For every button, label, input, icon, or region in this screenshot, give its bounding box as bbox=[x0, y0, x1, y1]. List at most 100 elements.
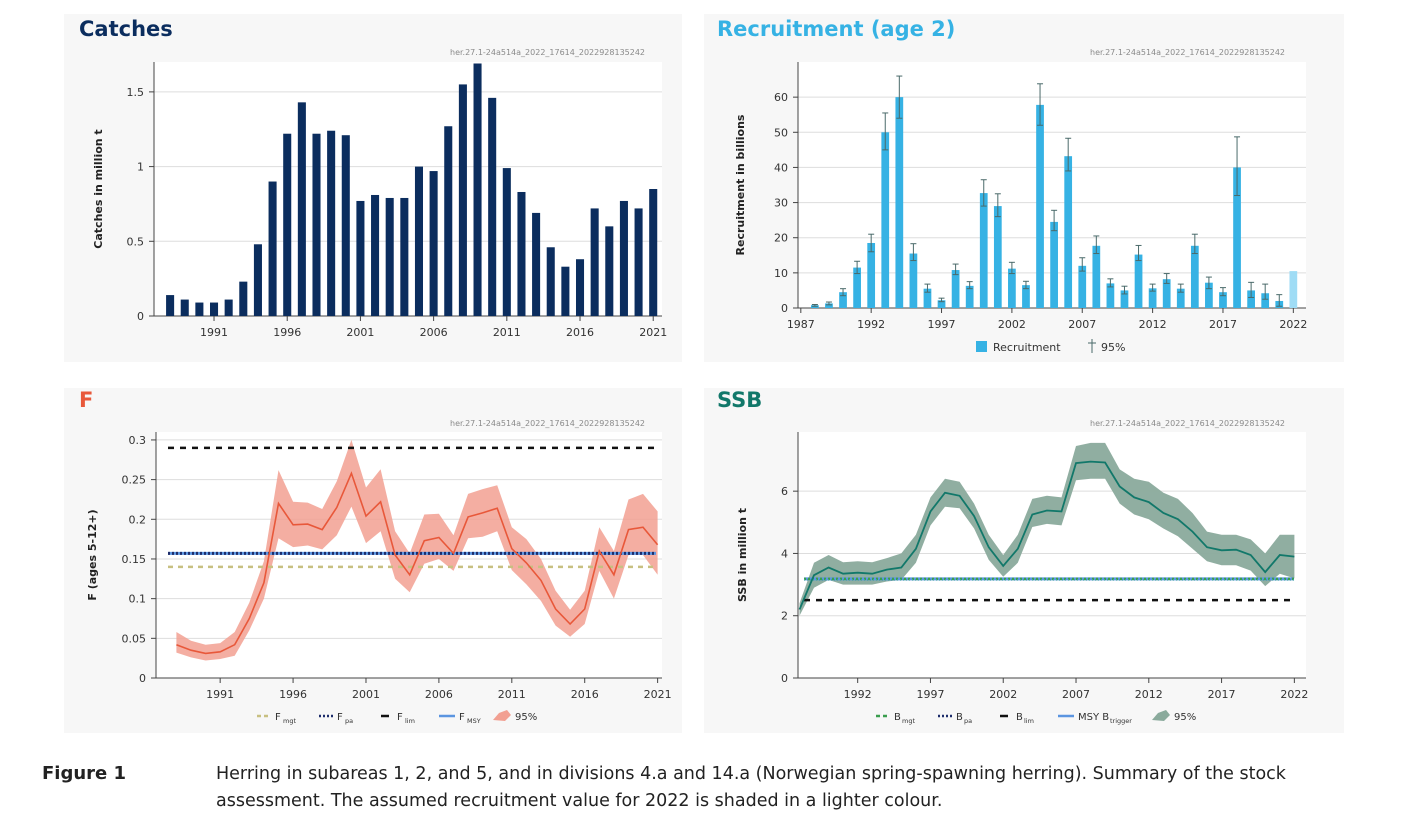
catches-bar bbox=[429, 171, 438, 316]
catches-xtick-label: 1996 bbox=[273, 326, 301, 339]
recruitment-bar bbox=[979, 193, 988, 308]
ssb-legend-mgt-label: B bbox=[894, 712, 901, 723]
ssb-ytick-label: 2 bbox=[781, 610, 788, 623]
f-legend-mgt-label: F bbox=[275, 712, 281, 723]
catches-bar bbox=[327, 130, 336, 316]
recruitment-ytick-label: 60 bbox=[774, 91, 788, 104]
catches-xtick-label: 1991 bbox=[200, 326, 228, 339]
recruitment-bar bbox=[1078, 265, 1087, 308]
recruitment-bar bbox=[993, 206, 1002, 308]
f-confidence-band bbox=[176, 439, 658, 661]
catches-title: Catches bbox=[79, 17, 173, 41]
recruitment-bar bbox=[1205, 282, 1213, 308]
recruitment-ytick-label: 30 bbox=[774, 197, 788, 210]
catches-bar bbox=[561, 266, 570, 316]
ssb-xtick-label: 2022 bbox=[1280, 688, 1308, 701]
catches-code: her.27.1-24a514a_2022_17614_202292813524… bbox=[450, 48, 646, 57]
recruitment-bar bbox=[1219, 292, 1227, 308]
ssb-confidence-band bbox=[799, 442, 1295, 616]
recruitment-bar bbox=[1064, 156, 1073, 308]
recruitment-bar bbox=[881, 132, 890, 308]
f-legend-pa-sub: pa bbox=[345, 717, 353, 725]
ssb-legend-pa-label: B bbox=[956, 712, 963, 723]
catches-bar bbox=[649, 189, 658, 316]
catches-bar bbox=[224, 299, 233, 316]
catches-bar bbox=[180, 299, 189, 316]
recruitment-bar bbox=[1092, 245, 1101, 308]
catches-xtick-label: 2006 bbox=[420, 326, 448, 339]
f-legend-band-label: 95% bbox=[515, 712, 537, 723]
f-xtick-label: 2011 bbox=[498, 688, 526, 701]
ssb-xtick-label: 2017 bbox=[1208, 688, 1236, 701]
recruitment-bar bbox=[965, 285, 974, 308]
catches-bar bbox=[414, 166, 424, 316]
recruitment-bar bbox=[1247, 290, 1255, 308]
recruitment-title: Recruitment (age 2) bbox=[717, 17, 956, 41]
ssb-title: SSB bbox=[717, 388, 763, 412]
recruitment-xtick-label: 2017 bbox=[1209, 318, 1237, 331]
catches-bar bbox=[532, 212, 541, 316]
catches-bar bbox=[312, 133, 321, 316]
ssb-ytick-label: 0 bbox=[781, 672, 788, 685]
catches-bar bbox=[605, 226, 614, 316]
f-ytick-label: 0.1 bbox=[129, 593, 147, 606]
recruitment-legend-swatch bbox=[976, 341, 987, 352]
catches-bar bbox=[517, 191, 526, 316]
recruitment-xtick-label: 1987 bbox=[787, 318, 815, 331]
f-chart: 0 0.05 0.1 0.15 0.2 0.25 0.3 1991 1996 2001 2006 20… bbox=[86, 432, 672, 725]
figure-caption: Herring in subareas 1, 2, and 5, and in … bbox=[216, 764, 1286, 811]
f-xtick-label: 2021 bbox=[644, 688, 672, 701]
catches-bar bbox=[473, 63, 482, 317]
recruitment-bar bbox=[1176, 288, 1185, 308]
catches-chart: 0 0.5 1 1.5 1991 1996 2001 2006 2011 2016 2021 Catc… bbox=[92, 62, 667, 339]
ssb-chart: 0 2 4 6 1992 1997 2002 2007 2012 2017 2022 SSB in m… bbox=[736, 432, 1308, 725]
recruitment-bar bbox=[1120, 290, 1129, 308]
f-xtick-label: 2001 bbox=[352, 688, 380, 701]
recruitment-bar bbox=[825, 303, 833, 308]
catches-bar bbox=[356, 200, 365, 316]
recruitment-xtick-label: 2012 bbox=[1139, 318, 1167, 331]
recruitment-bar bbox=[937, 300, 946, 308]
f-legend-msy-sub: MSY bbox=[467, 717, 481, 725]
catches-bar bbox=[253, 244, 262, 316]
ssb-line bbox=[798, 460, 1295, 610]
recruitment-code: her.27.1-24a514a_2022_17614_202292813524… bbox=[1090, 48, 1286, 57]
catches-ytick-label: 0 bbox=[137, 310, 144, 323]
catches-y-axis-label: Catches in million t bbox=[92, 129, 105, 248]
recruitment-bar bbox=[1289, 271, 1298, 308]
ssb-code: her.27.1-24a514a_2022_17614_202292813524… bbox=[1090, 419, 1286, 428]
f-legend-msy-label: F bbox=[459, 712, 465, 723]
catches-xtick-label: 2011 bbox=[493, 326, 521, 339]
f-ytick-label: 0.3 bbox=[129, 434, 147, 447]
f-xtick-label: 2006 bbox=[425, 688, 453, 701]
f-ytick-label: 0.15 bbox=[122, 553, 147, 566]
f-ytick-label: 0.05 bbox=[122, 632, 147, 645]
catches-xtick-label: 2021 bbox=[639, 326, 667, 339]
recruitment-ytick-label: 40 bbox=[774, 161, 788, 174]
ssb-legend-band-swatch bbox=[1152, 710, 1170, 721]
recruitment-ytick-label: 10 bbox=[774, 267, 788, 280]
catches-xtick-label: 2001 bbox=[346, 326, 374, 339]
recruitment-ytick-label: 20 bbox=[774, 232, 788, 245]
catches-bar bbox=[546, 247, 555, 316]
f-legend-pa-label: F bbox=[337, 712, 343, 723]
catches-bar bbox=[400, 197, 409, 316]
catches-ytick-label: 1.5 bbox=[127, 86, 145, 99]
recruitment-xtick-label: 2022 bbox=[1279, 318, 1307, 331]
f-legend-lim-sub: lim bbox=[405, 717, 415, 725]
catches-ytick-label: 0.5 bbox=[127, 235, 145, 248]
recruitment-bar bbox=[895, 97, 904, 308]
recruitment-bar bbox=[1261, 293, 1270, 308]
ssb-xtick-label: 2007 bbox=[1062, 688, 1090, 701]
catches-bar bbox=[371, 194, 380, 316]
f-title: F bbox=[79, 388, 94, 412]
ssb-y-axis-label: SSB in million t bbox=[736, 508, 749, 602]
ssb-ytick-label: 6 bbox=[781, 485, 788, 498]
f-ytick-label: 0.25 bbox=[122, 474, 147, 487]
recruitment-xtick-label: 1997 bbox=[928, 318, 956, 331]
ssb-ytick-label: 4 bbox=[781, 547, 788, 560]
recruitment-bar bbox=[853, 267, 861, 308]
f-xtick-label: 2016 bbox=[571, 688, 599, 701]
catches-bar bbox=[502, 168, 511, 316]
catches-bar bbox=[283, 133, 292, 316]
